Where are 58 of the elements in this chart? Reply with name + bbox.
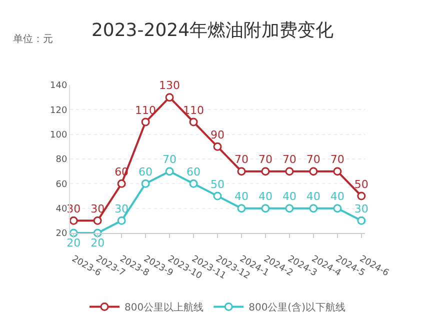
point bbox=[261, 167, 270, 176]
point bbox=[93, 216, 102, 225]
chart-title: 2023-2024年燃油附加费变化 bbox=[91, 20, 334, 41]
y-tick-label: 40 bbox=[56, 204, 68, 214]
data-label: 50 bbox=[354, 178, 368, 191]
legend-label: 800公里以上航线 bbox=[124, 302, 204, 314]
data-label: 70 bbox=[282, 153, 296, 166]
point bbox=[213, 192, 222, 200]
data-label: 90 bbox=[210, 128, 224, 142]
data-label: 70 bbox=[258, 153, 272, 166]
point bbox=[165, 93, 174, 102]
data-label: 40 bbox=[234, 190, 248, 204]
data-label: 30 bbox=[114, 202, 129, 216]
point bbox=[309, 204, 318, 213]
data-label: 20 bbox=[66, 236, 81, 250]
y-tick-label: 80 bbox=[56, 155, 68, 166]
data-label: 20 bbox=[90, 236, 105, 250]
point bbox=[285, 167, 294, 176]
y-tick-label: 20 bbox=[56, 229, 68, 240]
point bbox=[189, 179, 198, 188]
point bbox=[141, 179, 150, 188]
point bbox=[333, 167, 342, 176]
point bbox=[309, 167, 318, 176]
y-tick-label: 60 bbox=[56, 180, 68, 190]
point bbox=[213, 142, 222, 151]
point bbox=[117, 216, 126, 225]
data-label: 70 bbox=[162, 153, 177, 166]
data-label: 130 bbox=[159, 79, 180, 92]
data-label: 70 bbox=[330, 153, 344, 166]
data-label: 40 bbox=[258, 190, 272, 204]
point bbox=[237, 167, 246, 176]
data-label: 40 bbox=[306, 190, 320, 204]
data-label: 50 bbox=[210, 178, 224, 191]
point bbox=[357, 192, 366, 200]
data-label: 30 bbox=[354, 202, 368, 216]
point bbox=[285, 204, 294, 213]
y-tick-label: 140 bbox=[50, 81, 68, 92]
data-label: 30 bbox=[90, 202, 105, 216]
data-label: 70 bbox=[306, 153, 320, 166]
point bbox=[165, 167, 174, 176]
data-label: 110 bbox=[183, 104, 204, 117]
legend-label: 800公里(含)以下航线 bbox=[248, 302, 346, 314]
y-tick-label: 120 bbox=[50, 106, 68, 116]
data-label: 70 bbox=[234, 153, 248, 166]
data-label: 40 bbox=[330, 190, 344, 204]
point bbox=[261, 204, 270, 213]
point bbox=[357, 216, 366, 225]
point bbox=[117, 179, 126, 188]
point bbox=[333, 204, 342, 213]
point bbox=[69, 216, 78, 225]
point bbox=[237, 204, 246, 213]
point bbox=[141, 118, 150, 126]
data-label: 40 bbox=[282, 190, 296, 204]
data-label: 60 bbox=[186, 166, 201, 179]
chart-subtitle: 单位：元 bbox=[13, 33, 53, 45]
point bbox=[189, 118, 198, 126]
y-tick-label: 100 bbox=[50, 130, 68, 140]
data-label: 60 bbox=[138, 166, 153, 179]
